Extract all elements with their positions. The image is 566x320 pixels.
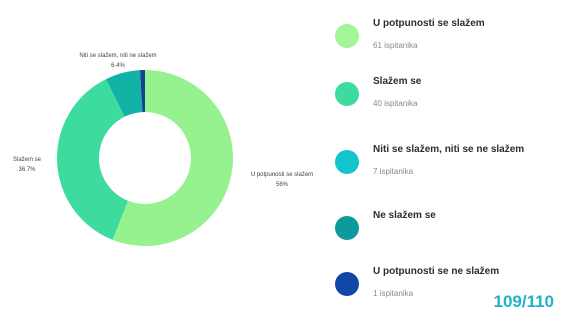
legend-item: U potpunosti se slažem 61 ispitanika	[335, 18, 560, 64]
slice-label-name: U potpunosti se slažem	[251, 172, 313, 178]
legend-item: Niti se slažem, niti se ne slažem 7 ispi…	[335, 144, 560, 190]
legend-label: U potpunosti se ne slažem	[373, 266, 500, 277]
legend-label: U potpunosti se slažem	[373, 18, 485, 29]
donut-slices	[57, 70, 233, 246]
legend-label: Ne slažem se	[373, 210, 436, 221]
legend-count: 7 ispitanika	[373, 167, 414, 176]
donut-slice	[57, 79, 129, 240]
legend-item: U potpunosti se ne slažem 1 ispitanika	[335, 266, 560, 312]
legend-swatch	[335, 150, 359, 174]
legend-swatch	[335, 216, 359, 240]
legend-count: 61 ispitanika	[373, 41, 418, 50]
legend-item: Ne slažem se	[335, 210, 560, 256]
legend-count: 1 ispitanika	[373, 289, 414, 298]
slice-label-name: Niti se slažem, niti ne slažem	[79, 53, 156, 59]
legend-label: Niti se slažem, niti se ne slažem	[373, 144, 525, 155]
slice-label-value: 6.4%	[111, 63, 125, 69]
page-number: 109/110	[493, 292, 554, 311]
slice-label-value: 36.7%	[18, 167, 36, 173]
donut-slice	[106, 70, 143, 117]
slice-label-name: Slažem se	[13, 157, 42, 163]
slice-label-value: 56%	[276, 182, 289, 188]
donut-slice	[140, 70, 145, 113]
legend-label: Slažem se	[373, 76, 422, 87]
donut-slice	[112, 70, 233, 246]
legend-swatch	[335, 24, 359, 48]
legend-count: 40 ispitanika	[373, 99, 418, 108]
legend-item: Slažem se 40 ispitanika	[335, 76, 560, 122]
legend-swatch	[335, 272, 359, 296]
legend-swatch	[335, 82, 359, 106]
